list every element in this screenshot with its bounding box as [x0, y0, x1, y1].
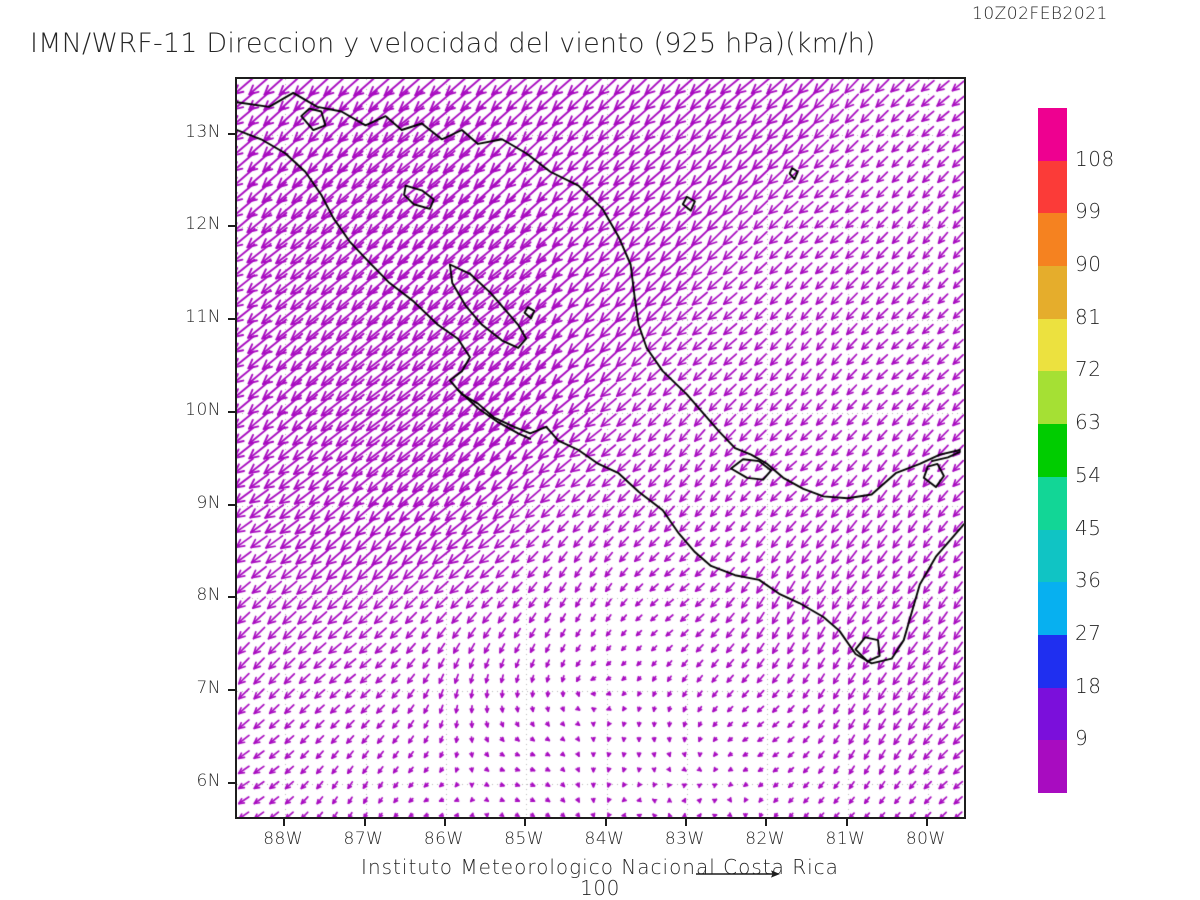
attribution-text: Instituto Meteorologico Nacional Costa R…: [361, 855, 839, 879]
x-axis-tick-label-87W: 87W: [343, 829, 384, 849]
x-axis-tick-label-88W: 88W: [263, 829, 304, 849]
y-axis-tick-label-12N: 12N: [185, 214, 221, 235]
y-axis-tick-label-9N: 9N: [196, 492, 221, 513]
y-tick-mark: [228, 410, 235, 413]
x-tick-mark: [684, 819, 687, 826]
y-tick-mark: [228, 132, 235, 135]
colorbar-label-72: 72: [1075, 357, 1102, 382]
x-axis-tick-label-84W: 84W: [584, 829, 625, 849]
y-tick-mark: [228, 318, 235, 321]
colorbar-label-81: 81: [1075, 304, 1102, 329]
colorbar-band-8: [1038, 529, 1067, 583]
y-tick-mark: [228, 781, 235, 784]
wind-speed-colorbar: [1038, 108, 1067, 793]
y-tick-mark: [228, 596, 235, 599]
y-tick-mark: [228, 503, 235, 506]
colorbar-band-12: [1038, 740, 1067, 793]
y-axis-tick-label-7N: 7N: [196, 678, 221, 699]
colorbar-label-36: 36: [1075, 568, 1102, 593]
reference-vector-arrow: [696, 870, 780, 878]
valid-time-stamp: 10Z02FEB2021: [972, 4, 1108, 24]
colorbar-label-63: 63: [1075, 410, 1102, 435]
colorbar-label-45: 45: [1075, 515, 1102, 540]
colorbar-band-1: [1038, 160, 1067, 214]
colorbar-band-10: [1038, 634, 1067, 688]
y-axis-tick-label-10N: 10N: [185, 399, 221, 420]
colorbar-label-99: 99: [1075, 199, 1102, 224]
map-plot-area: [235, 77, 966, 819]
x-axis-tick-label-81W: 81W: [825, 829, 866, 849]
colorbar-band-5: [1038, 371, 1067, 425]
x-tick-mark: [845, 819, 848, 826]
y-tick-mark: [228, 225, 235, 228]
reference-vector-label: 100: [580, 876, 620, 900]
y-tick-mark: [228, 689, 235, 692]
colorbar-band-2: [1038, 213, 1067, 267]
colorbar-band-9: [1038, 582, 1067, 635]
y-axis-tick-label-6N: 6N: [196, 770, 221, 791]
x-axis-tick-label-83W: 83W: [664, 829, 705, 849]
x-axis-tick-label-86W: 86W: [423, 829, 464, 849]
chart-title: IMN/WRF-11 Direccion y velocidad del vie…: [30, 28, 876, 59]
x-tick-mark: [604, 819, 607, 826]
x-tick-mark: [363, 819, 366, 826]
colorbar-band-6: [1038, 424, 1067, 477]
x-tick-mark: [283, 819, 286, 826]
x-tick-mark: [443, 819, 446, 826]
x-tick-mark: [765, 819, 768, 826]
colorbar-label-18: 18: [1075, 673, 1102, 698]
colorbar-label-54: 54: [1075, 462, 1102, 487]
y-axis-tick-label-13N: 13N: [185, 121, 221, 142]
colorbar-band-4: [1038, 318, 1067, 372]
x-axis-tick-label-80W: 80W: [905, 829, 946, 849]
colorbar-label-90: 90: [1075, 252, 1102, 277]
colorbar-band-7: [1038, 476, 1067, 530]
colorbar-band-11: [1038, 687, 1067, 741]
x-axis-tick-label-82W: 82W: [745, 829, 786, 849]
colorbar-band-0: [1038, 108, 1067, 161]
x-tick-mark: [524, 819, 527, 826]
colorbar-band-3: [1038, 266, 1067, 319]
colorbar-label-27: 27: [1075, 620, 1102, 645]
colorbar-label-9: 9: [1075, 726, 1089, 751]
y-axis-tick-label-11N: 11N: [185, 307, 221, 328]
colorbar-label-108: 108: [1075, 146, 1115, 171]
wind-vector-field: [237, 79, 964, 817]
x-tick-mark: [925, 819, 928, 826]
x-axis-tick-label-85W: 85W: [504, 829, 545, 849]
y-axis-tick-label-8N: 8N: [196, 585, 221, 606]
